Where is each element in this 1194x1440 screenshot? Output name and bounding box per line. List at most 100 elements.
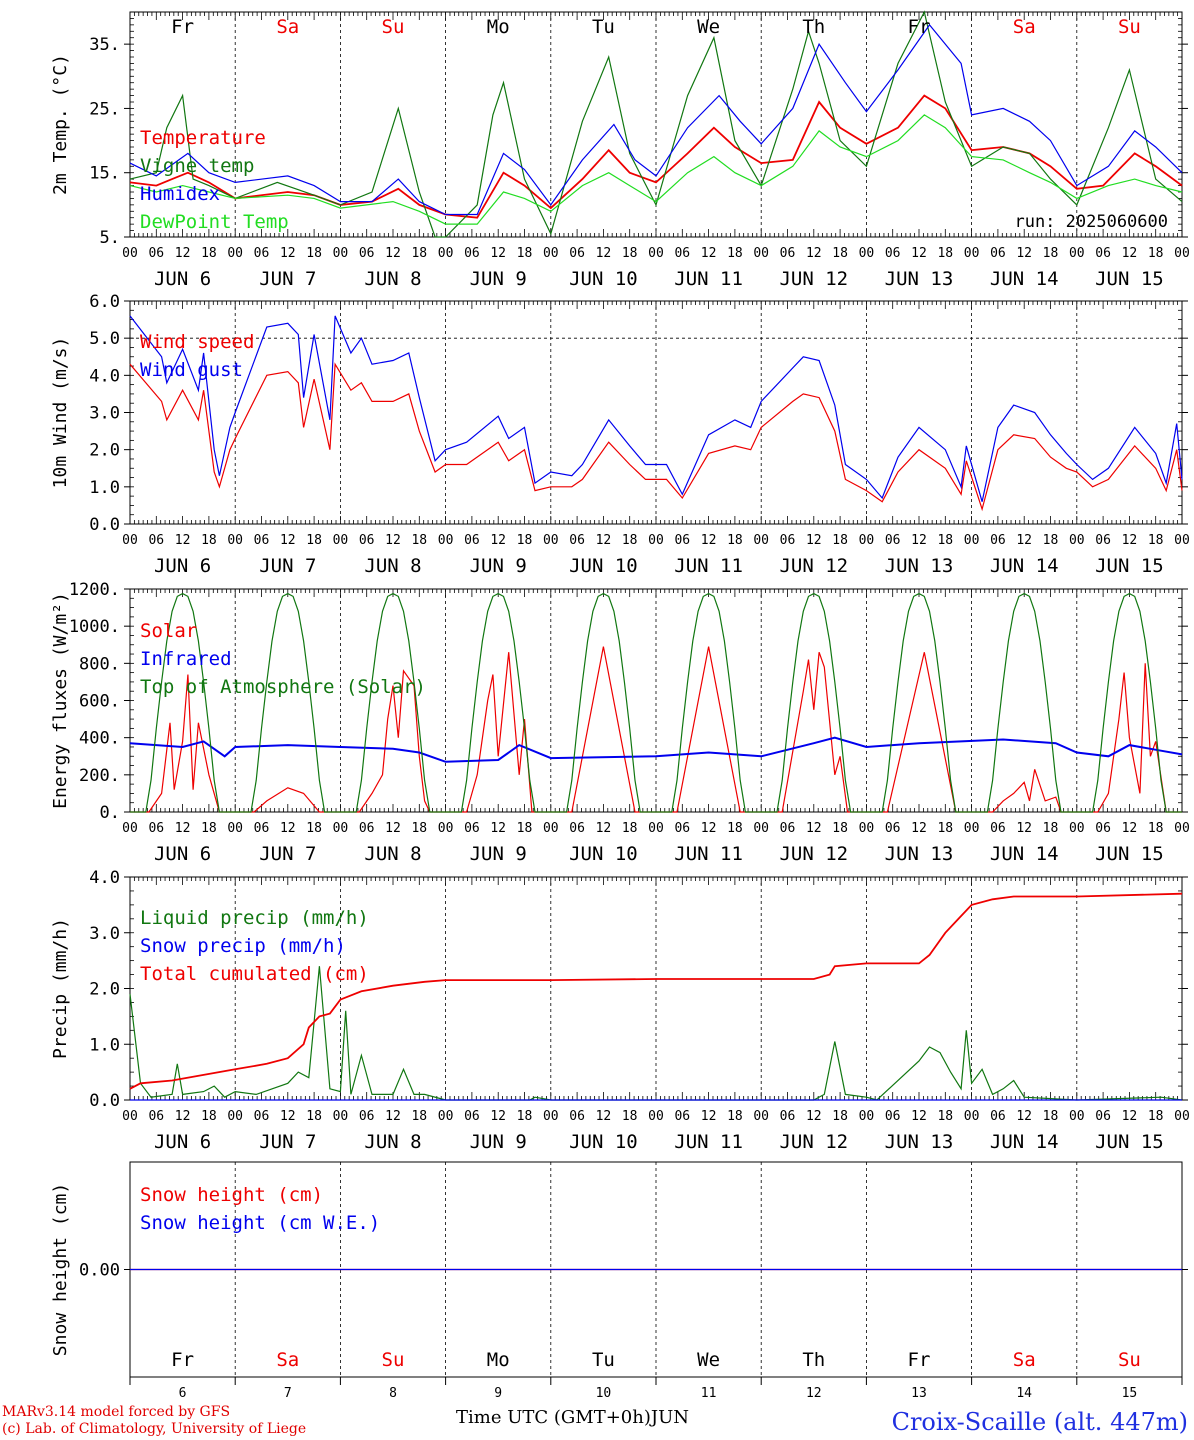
day-number: 13 (911, 1386, 927, 1401)
series-line-total-cumulated-cm- (129, 892, 1183, 1090)
day-name-top: Fr (171, 16, 194, 38)
hour-label: 06 (990, 533, 1006, 548)
day-number: 10 (596, 1386, 612, 1401)
hour-label: 12 (1016, 246, 1032, 261)
hour-label: 18 (1043, 1109, 1059, 1124)
hour-label: 12 (1122, 533, 1138, 548)
day-label: JUN 8 (364, 1131, 421, 1153)
hour-label: 00 (438, 1109, 454, 1124)
day-label: JUN 9 (470, 268, 527, 290)
day-number: 7 (284, 1386, 292, 1401)
y-tick-label: 1.0 (89, 478, 120, 498)
day-label: JUN 6 (154, 268, 211, 290)
y-tick-label: 6.0 (89, 292, 120, 312)
day-label: JUN 10 (569, 555, 638, 577)
panel-temperature: 5. 15. 25. 35. 2m Temp. (°C) Temperature Vigne… (50, 10, 1190, 290)
hour-label: 00 (859, 246, 875, 261)
hour-label: 12 (280, 246, 296, 261)
hour-label: 06 (254, 533, 270, 548)
hour-label: 06 (780, 246, 796, 261)
hour-label: 18 (201, 246, 217, 261)
y-tick-label: 3.0 (89, 924, 120, 944)
y-tick-label: 800. (79, 654, 120, 674)
hour-label: 00 (227, 1109, 243, 1124)
day-label: JUN 9 (470, 1131, 527, 1153)
day-name-top: Mo (487, 16, 510, 38)
run-label: run: 2025060600 (1014, 212, 1168, 232)
hour-label: 12 (596, 533, 612, 548)
hour-label: 00 (122, 821, 138, 836)
y-axis-title: 2m Temp. (°C) (50, 54, 71, 195)
hour-label: 12 (385, 533, 401, 548)
day-label: JUN 8 (364, 268, 421, 290)
series-group (129, 315, 1183, 512)
y-tick-label: 0.0 (89, 1091, 120, 1111)
hour-label: 12 (490, 533, 506, 548)
hour-label: 18 (727, 246, 743, 261)
day-label: JUN 13 (885, 268, 954, 290)
hour-label: 06 (885, 533, 901, 548)
hour-label: 12 (1122, 246, 1138, 261)
day-name-top: Tu (592, 16, 615, 38)
hour-label: 06 (1095, 533, 1111, 548)
y-tick-label: 4.0 (89, 366, 120, 386)
hour-label: 00 (753, 821, 769, 836)
hour-label: 18 (411, 246, 427, 261)
y-tick-label: 15. (89, 164, 120, 184)
hour-label: 18 (1043, 246, 1059, 261)
hour-label: 12 (490, 821, 506, 836)
hour-label: 18 (517, 533, 533, 548)
day-number: 11 (701, 1386, 717, 1401)
y-tick-label: 2.0 (89, 441, 120, 461)
day-label: JUN 15 (1095, 1131, 1164, 1153)
hour-label: 12 (385, 821, 401, 836)
panel-energy: 0. 200. 400. 600. 800. 1000. 1200.Energy fluxe… (50, 580, 1190, 865)
hour-label: 06 (359, 533, 375, 548)
hour-label: 06 (885, 1109, 901, 1124)
time-axis-title: Time UTC (GMT+0h)JUN (456, 1407, 689, 1428)
day-name-bottom: Sa (276, 1349, 299, 1371)
hour-label: 00 (753, 1109, 769, 1124)
hour-label: 00 (543, 246, 559, 261)
day-label: JUN 12 (779, 268, 848, 290)
hour-label: 00 (543, 821, 559, 836)
hour-label: 00 (1174, 1109, 1190, 1124)
day-label: JUN 9 (470, 555, 527, 577)
series-line-solar (130, 646, 1182, 813)
day-label: JUN 11 (674, 555, 743, 577)
hour-label: 18 (201, 1109, 217, 1124)
hour-label: 18 (1043, 821, 1059, 836)
day-name-bottom: Mo (487, 1349, 510, 1371)
hour-label: 06 (674, 821, 690, 836)
legend-entry: Wind gust (140, 359, 243, 381)
legend-entry: Top of Atmosphere (Solar) (140, 676, 426, 698)
legend-entry: Snow precip (mm/h) (140, 935, 346, 957)
hour-label: 06 (1095, 1109, 1111, 1124)
day-name-top: Su (1118, 16, 1141, 38)
hour-label: 06 (674, 246, 690, 261)
hour-label: 12 (911, 246, 927, 261)
hour-label: 00 (859, 533, 875, 548)
hour-label: 00 (333, 533, 349, 548)
hour-label: 18 (306, 1109, 322, 1124)
hour-label: 12 (806, 246, 822, 261)
hour-label: 06 (990, 821, 1006, 836)
hour-label: 06 (885, 821, 901, 836)
credit-line-2: (c) Lab. of Climatology, University of L… (2, 1421, 307, 1437)
y-tick-label: 35. (89, 35, 120, 55)
hour-label: 12 (806, 1109, 822, 1124)
series-line-liquid-precip-mm-h- (129, 966, 1183, 1101)
hour-label: 18 (306, 821, 322, 836)
day-name-top: Sa (276, 16, 299, 38)
legend-entry: Infrared (140, 648, 232, 670)
site-name: Croix-Scaille (alt. 447m) (891, 1408, 1188, 1436)
hour-label: 12 (385, 246, 401, 261)
hour-label: 18 (517, 246, 533, 261)
hour-label: 06 (148, 246, 164, 261)
hour-label: 18 (411, 533, 427, 548)
hour-label: 12 (1122, 1109, 1138, 1124)
hour-label: 06 (359, 246, 375, 261)
day-label: JUN 12 (779, 555, 848, 577)
day-number: 15 (1122, 1386, 1138, 1401)
day-label: JUN 9 (470, 843, 527, 865)
